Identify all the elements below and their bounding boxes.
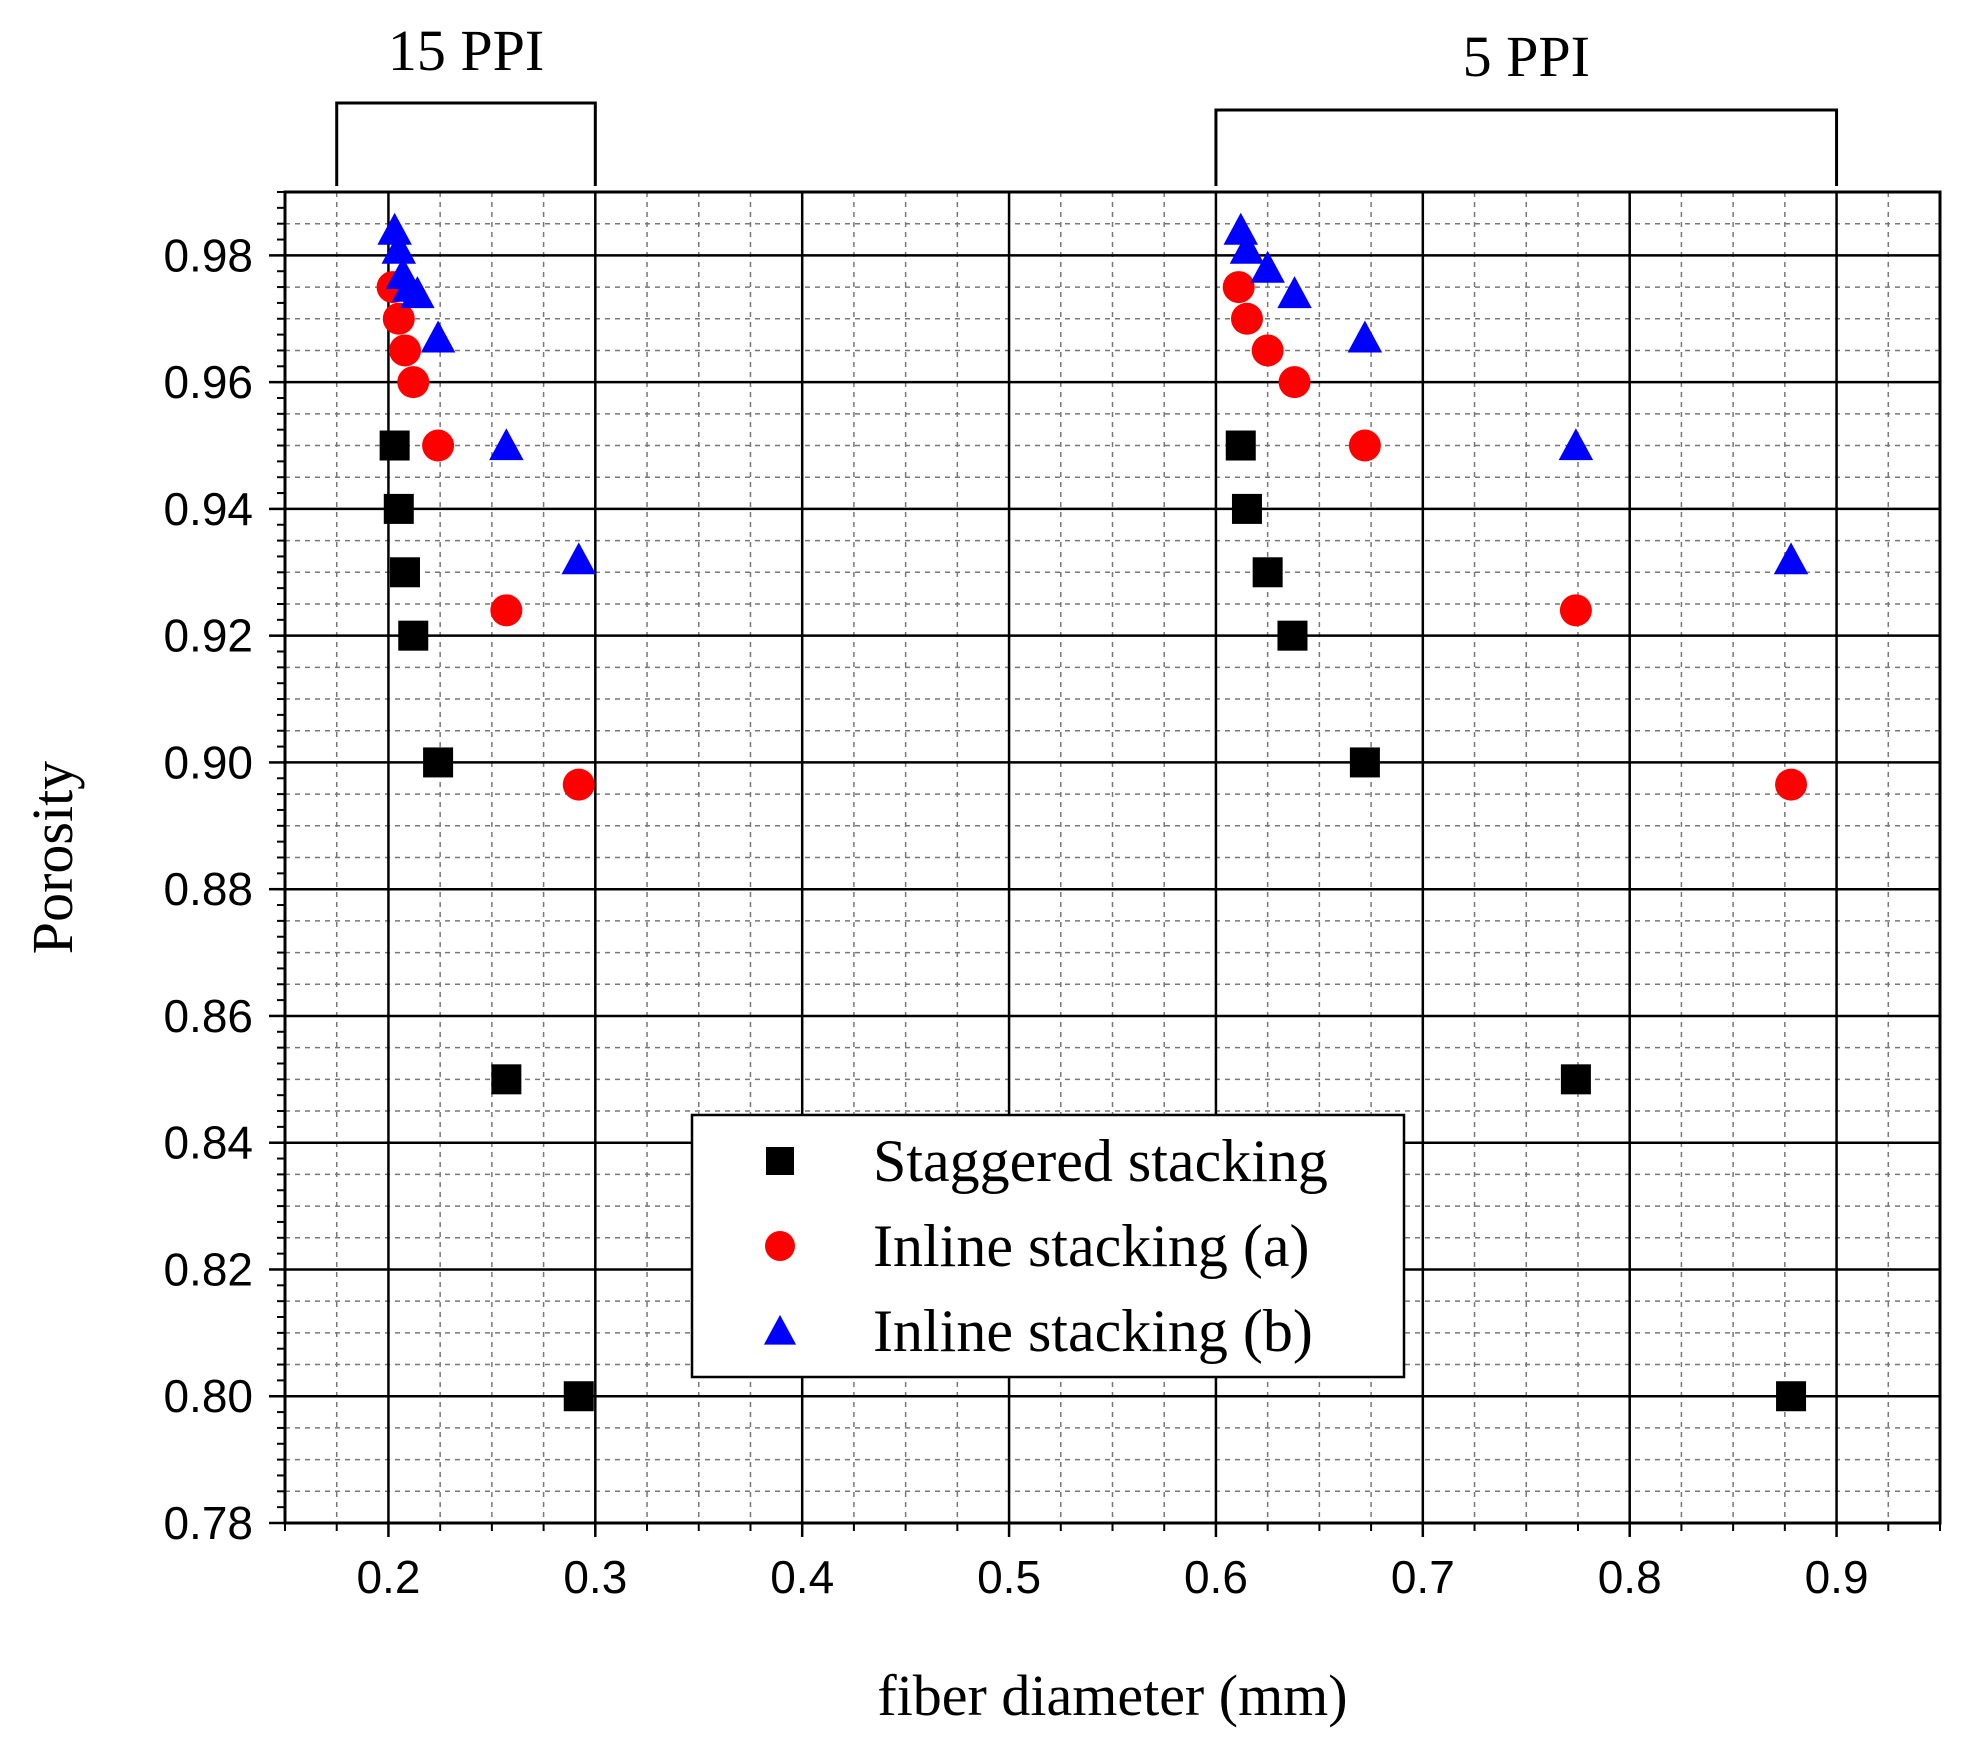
bracket-label: 15 PPI (388, 18, 544, 83)
marker-square (398, 620, 429, 651)
marker-square (1560, 1064, 1591, 1095)
y-tick-label: 0.82 (163, 1243, 253, 1295)
legend: Staggered stacking Inline stacking (a) Inl… (690, 1113, 1406, 1379)
bracket-label: 5 PPI (1463, 24, 1590, 89)
y-tick-label: 0.92 (163, 610, 253, 662)
marker-square (423, 747, 454, 778)
minor-grid (284, 191, 1941, 1523)
marker-circle (765, 1231, 795, 1261)
marker-circle (1559, 594, 1592, 627)
ppi-brackets: 15 PPI 5 PPI (335, 18, 1839, 186)
marker-square (1225, 430, 1256, 461)
marker-triangle (1277, 276, 1312, 309)
marker-triangle (1773, 542, 1809, 575)
marker-triangle (763, 1314, 797, 1345)
y-axis-title: Porosity (20, 761, 85, 954)
marker-triangle (1250, 250, 1285, 283)
data-points (376, 212, 1809, 1412)
marker-square (1349, 747, 1380, 778)
marker-square (1252, 557, 1283, 588)
marker-square (491, 1064, 522, 1095)
marker-circle (397, 366, 430, 399)
marker-circle (1348, 429, 1381, 462)
marker-triangle (489, 428, 524, 461)
marker-square (1776, 1381, 1807, 1412)
legend-label: Inline stacking (a) (873, 1213, 1310, 1279)
y-tick-label: 0.84 (163, 1117, 253, 1169)
series-square (379, 430, 1807, 1412)
marker-square (1231, 493, 1262, 524)
y-tick-label: 0.90 (163, 736, 253, 788)
y-tick-labels: 0.78 0.80 0.82 0.84 0.86 0.88 0.90 0.92 0.94 0.96… (163, 229, 253, 1549)
marker-square (563, 1381, 594, 1412)
marker-circle (562, 768, 595, 801)
legend-label: Inline stacking (b) (873, 1298, 1313, 1364)
marker-circle (1775, 768, 1808, 801)
marker-circle (490, 594, 523, 627)
x-tick-label: 0.7 (1391, 1551, 1455, 1603)
x-axis-title: fiber diameter (mm) (877, 1663, 1347, 1728)
x-tick-label: 0.8 (1598, 1551, 1662, 1603)
x-tick-labels: 0.2 0.3 0.4 0.5 0.6 0.7 0.8 0.9 (356, 1551, 1868, 1603)
marker-triangle (561, 542, 597, 575)
marker-triangle (400, 276, 435, 309)
x-tick-label: 0.5 (977, 1551, 1041, 1603)
marker-circle (388, 334, 421, 367)
y-tick-label: 0.86 (163, 990, 253, 1042)
marker-triangle (377, 212, 412, 245)
x-tick-label: 0.2 (356, 1551, 420, 1603)
x-tick-label: 0.6 (1184, 1551, 1248, 1603)
x-tick-label: 0.9 (1805, 1551, 1869, 1603)
series-triangle (377, 212, 1809, 575)
axis-ticks (269, 191, 1941, 1537)
x-tick-label: 0.3 (563, 1551, 627, 1603)
y-tick-label: 0.94 (163, 483, 253, 535)
y-tick-label: 0.80 (163, 1370, 253, 1422)
legend-label: Staggered stacking (873, 1128, 1328, 1194)
marker-circle (1251, 334, 1284, 367)
marker-square (379, 430, 410, 461)
marker-circle (1222, 271, 1255, 304)
marker-circle (1278, 366, 1311, 399)
marker-triangle (420, 320, 456, 353)
y-tick-label: 0.98 (163, 229, 253, 281)
y-tick-label: 0.88 (163, 863, 253, 915)
y-tick-label: 0.78 (163, 1497, 253, 1549)
marker-triangle (1558, 428, 1594, 461)
marker-triangle (1229, 231, 1265, 264)
x-tick-label: 0.4 (770, 1551, 834, 1603)
marker-circle (1230, 302, 1263, 335)
marker-square (383, 493, 414, 524)
legend-box (690, 1113, 1406, 1379)
marker-circle (422, 429, 455, 462)
marker-triangle (1347, 320, 1383, 353)
bracket-line (335, 101, 597, 186)
marker-circle (382, 302, 415, 335)
marker-triangle (381, 231, 417, 264)
y-tick-label: 0.96 (163, 356, 253, 408)
marker-square (389, 557, 420, 588)
bracket-line (1214, 108, 1839, 186)
marker-square (766, 1147, 794, 1175)
marker-square (1277, 620, 1308, 651)
